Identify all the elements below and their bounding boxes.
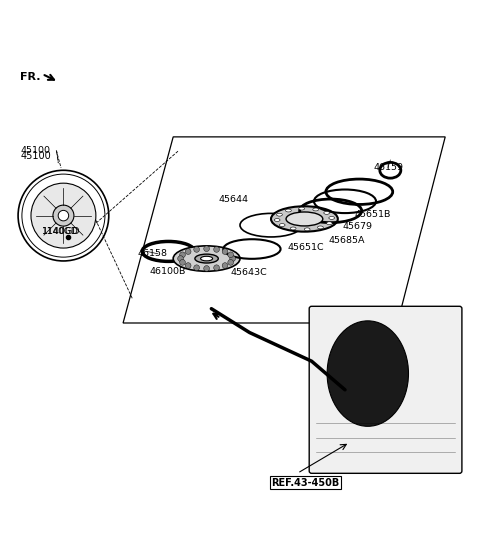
Ellipse shape — [195, 254, 218, 263]
Ellipse shape — [279, 223, 285, 227]
Ellipse shape — [326, 222, 332, 225]
Ellipse shape — [329, 216, 335, 219]
Ellipse shape — [313, 208, 319, 211]
Text: 1140GD: 1140GD — [42, 227, 79, 236]
Circle shape — [222, 263, 228, 268]
Ellipse shape — [327, 321, 408, 426]
Circle shape — [178, 256, 183, 261]
Circle shape — [185, 249, 191, 254]
Ellipse shape — [324, 212, 330, 214]
Text: REF.43-450B: REF.43-450B — [271, 478, 339, 488]
Text: 46159: 46159 — [373, 163, 404, 172]
Text: 45100: 45100 — [21, 151, 51, 161]
Circle shape — [31, 183, 96, 248]
Circle shape — [180, 252, 185, 258]
Text: 1140GD: 1140GD — [42, 227, 81, 236]
Ellipse shape — [201, 256, 213, 261]
Circle shape — [228, 252, 234, 258]
Circle shape — [214, 247, 219, 252]
Circle shape — [58, 210, 69, 221]
Circle shape — [230, 256, 236, 261]
Text: 46100B: 46100B — [149, 267, 186, 276]
Text: 45643C: 45643C — [230, 268, 267, 278]
Ellipse shape — [304, 228, 310, 231]
Text: 45651B: 45651B — [355, 210, 391, 219]
Text: 45651C: 45651C — [288, 243, 324, 252]
Circle shape — [204, 246, 209, 252]
Circle shape — [194, 247, 200, 252]
Circle shape — [204, 266, 209, 272]
Text: 45679: 45679 — [343, 222, 372, 231]
Text: 45100: 45100 — [21, 146, 50, 155]
Text: FR.: FR. — [21, 72, 41, 82]
Ellipse shape — [299, 207, 304, 210]
Circle shape — [222, 249, 228, 254]
Ellipse shape — [271, 206, 338, 232]
Circle shape — [185, 263, 191, 268]
Circle shape — [194, 265, 200, 270]
Ellipse shape — [274, 219, 280, 221]
Circle shape — [53, 205, 74, 226]
Ellipse shape — [286, 212, 323, 226]
Text: 45685A: 45685A — [328, 236, 365, 246]
FancyBboxPatch shape — [309, 306, 462, 473]
Text: 45644: 45644 — [218, 195, 249, 204]
Ellipse shape — [286, 209, 291, 212]
Ellipse shape — [276, 213, 282, 216]
Ellipse shape — [173, 246, 240, 271]
Ellipse shape — [318, 226, 324, 229]
Ellipse shape — [290, 227, 296, 230]
Text: 46158: 46158 — [137, 249, 168, 258]
Circle shape — [180, 260, 185, 265]
Circle shape — [228, 260, 234, 265]
Circle shape — [214, 265, 219, 270]
